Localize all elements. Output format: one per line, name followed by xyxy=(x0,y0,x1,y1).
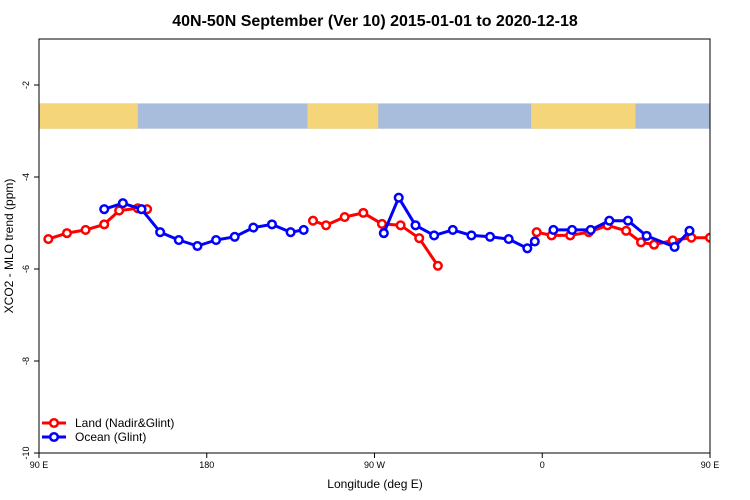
series-0-point xyxy=(43,234,54,245)
map-land-0 xyxy=(39,103,138,129)
series-1-point xyxy=(622,215,634,226)
x-tick-label-1: 180 xyxy=(199,460,214,470)
series-1-point xyxy=(211,234,222,246)
series-1-point xyxy=(548,224,559,235)
x-axis: 90 E 180 90 W 0 90 E xyxy=(30,453,720,470)
series-1-point xyxy=(285,227,296,238)
series-0-point xyxy=(704,232,710,243)
series-1-point xyxy=(466,230,477,241)
series-0-point xyxy=(531,227,542,238)
series-0-point xyxy=(307,215,319,226)
x-tick-label-0: 90 E xyxy=(30,460,49,470)
x-tick-label-2: 90 W xyxy=(364,460,386,470)
series-layer xyxy=(43,192,710,271)
legend-marker-1 xyxy=(48,431,60,443)
series-1-point xyxy=(447,224,458,235)
y-tick-label-2: -6 xyxy=(21,265,31,273)
series-0-point xyxy=(432,260,443,271)
series-0-point xyxy=(80,224,91,235)
x-tick-label-3: 0 xyxy=(540,460,545,470)
series-1-point xyxy=(229,231,240,242)
y-axis: -2 -4 -6 -8 -10 xyxy=(21,81,39,460)
series-0-point xyxy=(358,207,369,218)
series-0-point xyxy=(376,218,388,229)
chart-title: 40N-50N September (Ver 10) 2015-01-01 to… xyxy=(172,13,578,30)
series-1-point xyxy=(99,204,110,215)
series-0-point xyxy=(635,237,647,248)
series-1-point xyxy=(567,224,578,235)
y-tick-label-4: -10 xyxy=(21,446,31,459)
series-1-line-1 xyxy=(382,196,536,250)
y-axis-label: XCO2 - MLO trend (ppm) xyxy=(2,179,16,314)
series-0-point xyxy=(395,220,406,231)
series-1-point xyxy=(529,236,540,247)
legend: Land (Nadir&Glint)Ocean (Glint) xyxy=(42,416,174,444)
series-1-point xyxy=(298,224,309,235)
legend-marker-0 xyxy=(48,417,60,429)
series-1-point xyxy=(248,222,259,233)
series-0-point xyxy=(61,228,73,239)
series-0-point xyxy=(621,225,632,236)
series-1-point xyxy=(136,204,147,215)
series-1-point xyxy=(669,241,680,252)
series-1-point xyxy=(378,228,389,239)
series-1-point xyxy=(393,192,404,203)
y-tick-label-3: -8 xyxy=(21,357,31,365)
series-0-point xyxy=(320,220,332,231)
map-land-2 xyxy=(531,103,636,129)
x-axis-label: Longitude (deg E) xyxy=(327,477,422,491)
legend-label-1: Ocean (Glint) xyxy=(75,430,146,444)
series-1 xyxy=(99,192,695,254)
series-1-point xyxy=(604,215,615,226)
series-1-point xyxy=(522,243,533,254)
series-1-point xyxy=(485,231,496,242)
series-0-point xyxy=(339,211,350,223)
series-1-point xyxy=(410,220,421,231)
y-tick-label-1: -4 xyxy=(21,173,31,181)
series-1-point xyxy=(173,234,184,246)
map-land-1 xyxy=(307,103,379,129)
series-0-point xyxy=(414,233,425,244)
series-1-point xyxy=(266,219,278,230)
series-0-point xyxy=(114,205,125,216)
series-1-point xyxy=(117,198,128,209)
x-tick-label-4: 90 E xyxy=(701,460,720,470)
y-tick-label-0: -2 xyxy=(21,81,31,89)
map-strip xyxy=(39,103,710,129)
series-1-point xyxy=(641,230,652,241)
series-1-point xyxy=(192,240,203,252)
series-1-point xyxy=(155,227,166,238)
legend-label-0: Land (Nadir&Glint) xyxy=(75,416,174,430)
series-1-point xyxy=(684,225,695,236)
series-0-point xyxy=(649,239,660,250)
series-1-point xyxy=(429,230,440,241)
series-1-point xyxy=(585,224,596,235)
series-1-point xyxy=(503,234,514,245)
series-0-point xyxy=(99,219,110,230)
